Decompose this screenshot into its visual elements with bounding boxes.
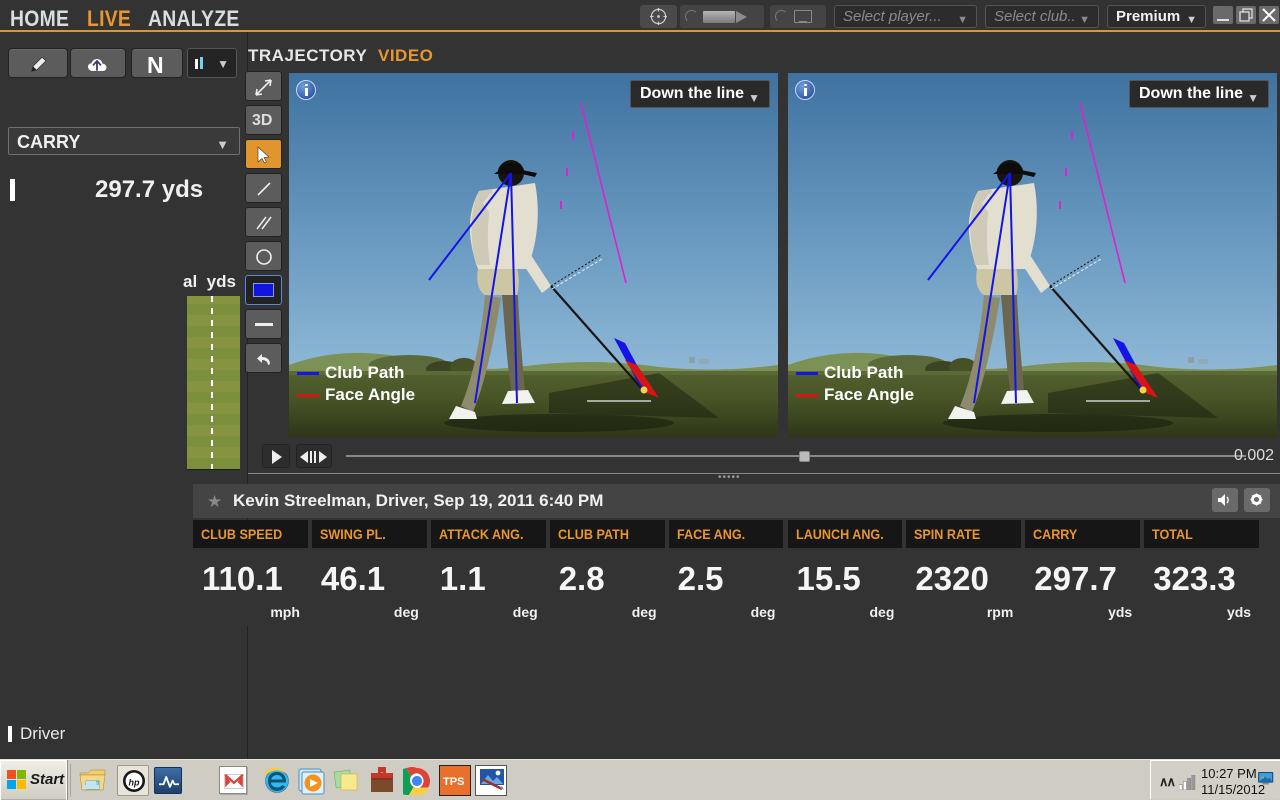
svg-text:hp: hp bbox=[129, 778, 140, 788]
